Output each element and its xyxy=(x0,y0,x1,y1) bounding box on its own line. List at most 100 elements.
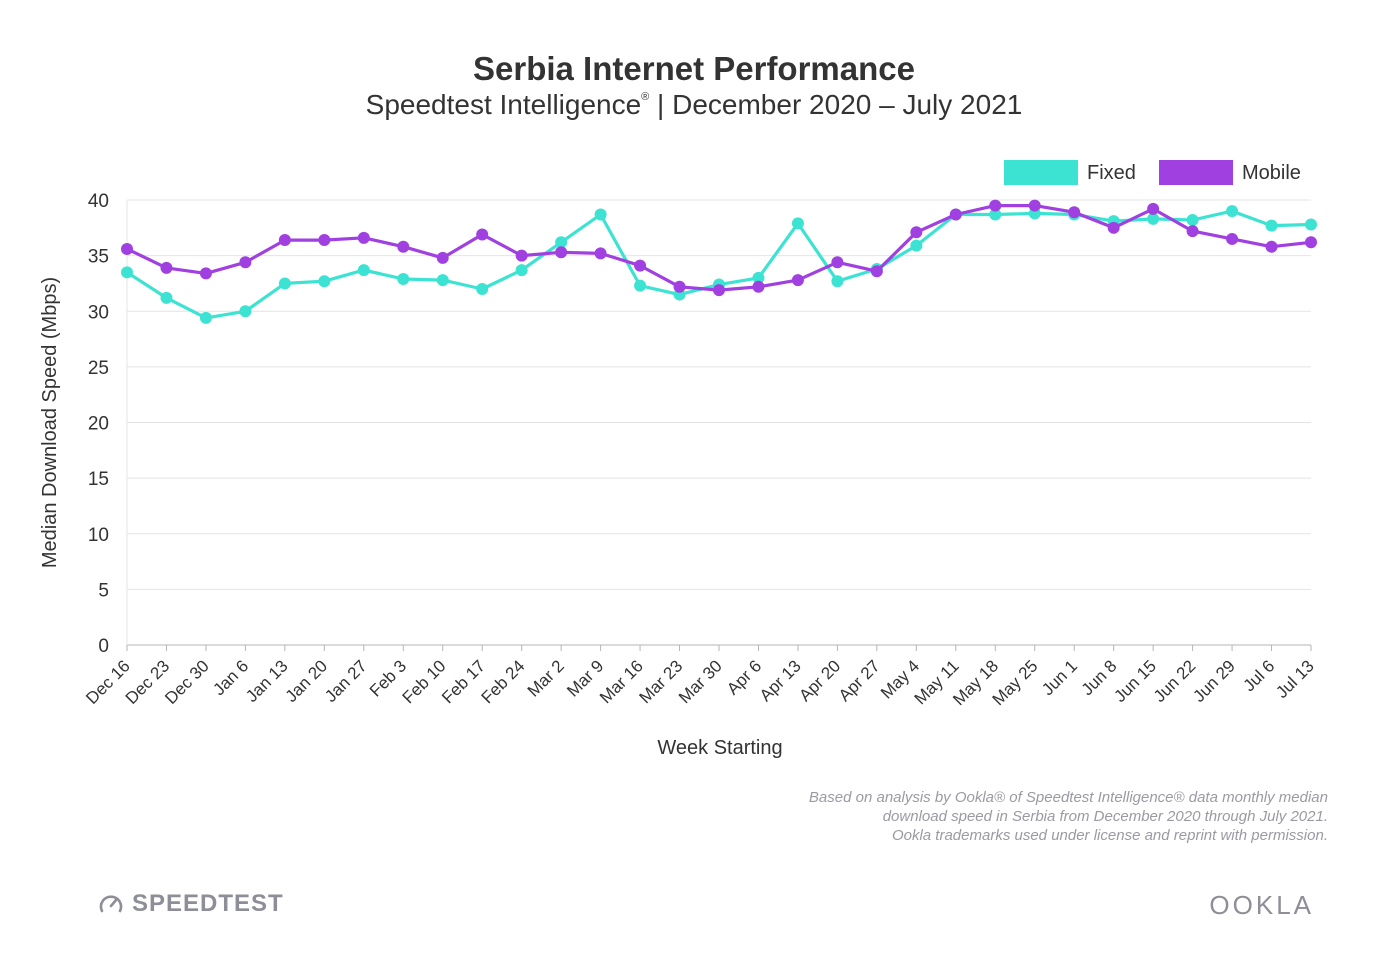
data-point-fixed xyxy=(121,266,133,279)
data-point-fixed xyxy=(1305,218,1317,231)
data-point-mobile xyxy=(239,256,252,269)
data-point-mobile xyxy=(160,261,173,274)
subtitle-product: Speedtest Intelligence xyxy=(365,89,642,120)
x-tick-label: Mar 16 xyxy=(596,656,647,707)
data-point-mobile xyxy=(199,267,212,280)
legend-label-fixed: Fixed xyxy=(1087,162,1136,184)
x-tick-label: Feb 10 xyxy=(399,656,450,707)
subtitle-registered-mark: ® xyxy=(641,91,650,103)
x-tick-label: Jun 29 xyxy=(1189,656,1239,706)
data-point-fixed xyxy=(831,275,844,288)
data-point-mobile xyxy=(989,199,1002,212)
data-point-fixed xyxy=(1186,214,1199,227)
y-tick-label: 15 xyxy=(88,469,109,490)
data-point-mobile xyxy=(1107,221,1120,234)
data-point-fixed xyxy=(1226,205,1239,218)
data-point-mobile xyxy=(752,280,765,293)
data-point-mobile xyxy=(1226,232,1239,245)
data-point-fixed xyxy=(476,283,489,295)
data-point-mobile xyxy=(673,280,686,293)
x-tick-label: Mar 2 xyxy=(524,656,568,700)
footnote: Based on analysis by Ookla® of Speedtest… xyxy=(628,788,1328,845)
series-line-fixed xyxy=(126,209,1312,320)
data-point-fixed xyxy=(1265,219,1278,232)
ookla-logo: OOKLA xyxy=(1209,890,1314,920)
x-tick-label: Apr 13 xyxy=(756,656,805,705)
data-point-fixed xyxy=(318,275,331,288)
x-tick-label: Apr 27 xyxy=(835,656,884,705)
data-point-fixed xyxy=(436,274,449,287)
footnote-line-1: Based on analysis by Ookla® of Speedtest… xyxy=(808,789,1328,806)
data-point-fixed xyxy=(791,217,804,230)
data-point-fixed xyxy=(752,271,765,284)
x-axis-title: Week Starting xyxy=(657,737,782,759)
data-point-fixed xyxy=(989,208,1002,221)
x-tick-label: Jan 27 xyxy=(321,656,371,706)
data-point-mobile xyxy=(436,251,449,264)
chart-subtitle: Speedtest Intelligence® | December 2020 … xyxy=(0,89,1388,121)
data-point-fixed xyxy=(160,291,173,304)
x-tick-label: Jun 1 xyxy=(1038,656,1081,699)
data-point-mobile xyxy=(634,259,647,272)
data-point-fixed xyxy=(239,305,252,318)
data-point-mobile xyxy=(1265,240,1278,253)
x-tick-label: Feb 24 xyxy=(478,656,529,707)
y-axis-title: Median Download Speed (Mbps) xyxy=(39,277,61,568)
data-point-fixed xyxy=(634,279,647,292)
data-point-fixed xyxy=(1147,212,1160,225)
data-point-fixed xyxy=(357,264,370,277)
data-point-mobile xyxy=(910,226,923,239)
data-point-mobile xyxy=(1028,199,1041,212)
data-point-fixed xyxy=(555,236,568,249)
data-point-fixed xyxy=(278,277,291,290)
data-point-fixed xyxy=(515,264,528,277)
y-tick-label: 0 xyxy=(98,636,109,657)
data-point-fixed xyxy=(910,239,923,252)
data-point-mobile xyxy=(1305,236,1317,249)
x-tick-label: Apr 20 xyxy=(795,656,844,705)
data-point-mobile xyxy=(318,234,331,247)
data-point-mobile xyxy=(397,240,410,253)
x-tick-label: Mar 30 xyxy=(675,656,726,707)
y-tick-label: 5 xyxy=(98,580,109,601)
data-point-mobile xyxy=(870,265,883,278)
data-point-mobile xyxy=(713,284,725,297)
data-point-mobile xyxy=(831,256,844,269)
x-tick-label: Jun 15 xyxy=(1110,656,1160,706)
speedtest-wordmark: SPEEDTEST xyxy=(132,890,284,917)
y-tick-label: 40 xyxy=(88,191,109,212)
x-tick-label: May 25 xyxy=(989,656,1042,709)
legend-swatch-mobile xyxy=(1159,160,1233,185)
x-tick-label: Jan 13 xyxy=(242,656,292,706)
footnote-line-2: download speed in Serbia from December 2… xyxy=(882,808,1328,825)
y-tick-label: 35 xyxy=(88,247,109,268)
y-tick-label: 25 xyxy=(88,358,109,379)
data-point-mobile xyxy=(515,249,528,262)
data-point-mobile xyxy=(357,231,370,244)
data-point-mobile xyxy=(121,242,133,255)
x-tick-label: Jul 13 xyxy=(1272,656,1318,702)
data-point-mobile xyxy=(791,274,804,287)
data-point-mobile xyxy=(1068,206,1081,219)
x-tick-label: Jun 22 xyxy=(1150,656,1200,706)
x-tick-label: Dec 30 xyxy=(161,656,213,708)
data-point-mobile xyxy=(949,208,962,221)
x-tick-label: Feb 17 xyxy=(438,656,489,707)
data-point-mobile xyxy=(1186,225,1199,238)
data-point-mobile xyxy=(594,247,607,260)
data-point-fixed xyxy=(594,208,607,221)
data-point-mobile xyxy=(278,234,291,247)
chart-title: Serbia Internet Performance xyxy=(473,50,915,87)
data-point-mobile xyxy=(476,228,489,241)
x-tick-label: Jan 20 xyxy=(282,656,332,706)
subtitle-date-range: | December 2020 – July 2021 xyxy=(649,89,1023,120)
speedtest-logo: SPEEDTEST xyxy=(98,890,284,918)
footnote-line-3: Ookla trademarks used under license and … xyxy=(891,827,1328,844)
series-line-mobile xyxy=(126,204,1312,292)
legend-label-mobile: Mobile xyxy=(1242,162,1301,184)
y-tick-label: 30 xyxy=(88,302,109,323)
data-point-mobile xyxy=(1147,202,1160,215)
speedometer-icon xyxy=(99,895,123,913)
data-point-fixed xyxy=(199,311,212,324)
